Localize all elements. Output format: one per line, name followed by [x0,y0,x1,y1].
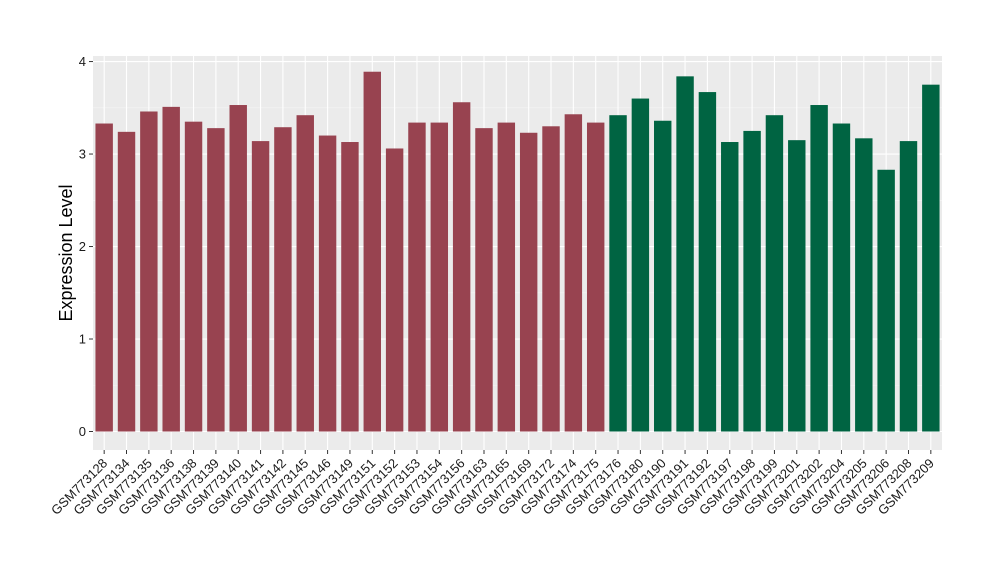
bar-GSM773205 [855,138,873,432]
y-axis-title: Expression Level [56,184,76,321]
bar-GSM773149 [341,142,359,432]
bar-GSM773128 [95,123,113,432]
y-tick-label: 3 [79,147,86,162]
bar-GSM773209 [922,84,940,432]
bar-GSM773154 [430,122,449,432]
bar-GSM773208 [899,141,918,432]
bar-GSM773169 [519,132,538,432]
x-axis: GSM773128GSM773134GSM773135GSM773136GSM7… [48,450,937,518]
bar-GSM773140 [229,105,247,432]
bar-GSM773145 [296,115,314,432]
y-tick-label: 1 [79,332,86,347]
bar-GSM773163 [475,128,493,432]
bar-GSM773180 [631,98,650,432]
bar-GSM773165 [497,122,516,432]
y-tick-label: 4 [79,54,86,69]
y-tick-label: 2 [79,239,86,254]
bar-GSM773134 [117,131,136,432]
bar-GSM773136 [162,106,180,432]
bar-GSM773190 [654,120,672,432]
bar-GSM773135 [140,111,158,432]
bar-GSM773192 [698,92,717,432]
bar-GSM773191 [676,76,694,432]
bar-GSM773146 [318,135,337,432]
bar-GSM773197 [721,142,739,432]
bar-GSM773153 [408,122,426,432]
bar-GSM773156 [452,102,471,432]
bars [95,71,940,432]
y-tick-label: 0 [79,424,86,439]
bar-GSM773175 [586,122,605,432]
bar-GSM773201 [788,140,806,432]
bar-GSM773172 [542,126,560,432]
bar-GSM773139 [207,128,225,432]
bar-GSM773176 [609,115,627,432]
bar-GSM773174 [564,114,583,432]
bar-GSM773204 [832,123,851,432]
bar-GSM773198 [743,130,761,432]
bar-GSM773138 [184,121,203,432]
bar-GSM773152 [385,148,404,432]
bar-GSM773141 [251,141,270,432]
bar-GSM773199 [765,115,784,432]
bar-GSM773206 [877,169,895,432]
y-axis: 0 1 2 3 4 [79,54,93,439]
bar-GSM773142 [274,127,292,432]
bar-GSM773202 [810,105,828,432]
bar-GSM773151 [363,71,381,432]
